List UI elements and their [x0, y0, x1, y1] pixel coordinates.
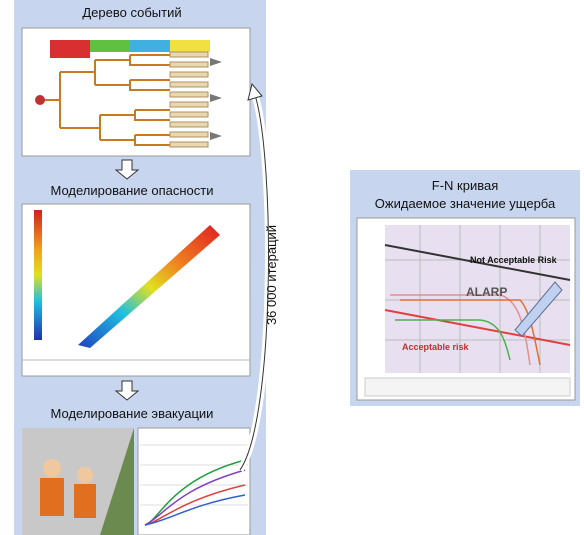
fn-curve-image: Not Acceptable Risk ALARP Acceptable ris…	[357, 218, 575, 400]
step-title: Моделирование эвакуации	[51, 406, 214, 421]
chart-label: ALARP	[466, 285, 507, 299]
chart-label: Not Acceptable Risk	[470, 255, 558, 265]
step-title: Дерево событий	[82, 5, 181, 20]
event-tree-image	[22, 28, 250, 156]
panel-subtitle: Ожидаемое значение ущерба	[375, 196, 556, 211]
loop-label: 36 000 итераций	[264, 225, 279, 325]
panel-title: F-N кривая	[432, 178, 498, 193]
hazard-image	[22, 204, 250, 376]
step-title: Моделирование опасности	[50, 183, 213, 198]
diagram: Дерево событий Моделирование опасности М…	[0, 0, 584, 535]
chart-label: Acceptable risk	[402, 342, 470, 352]
